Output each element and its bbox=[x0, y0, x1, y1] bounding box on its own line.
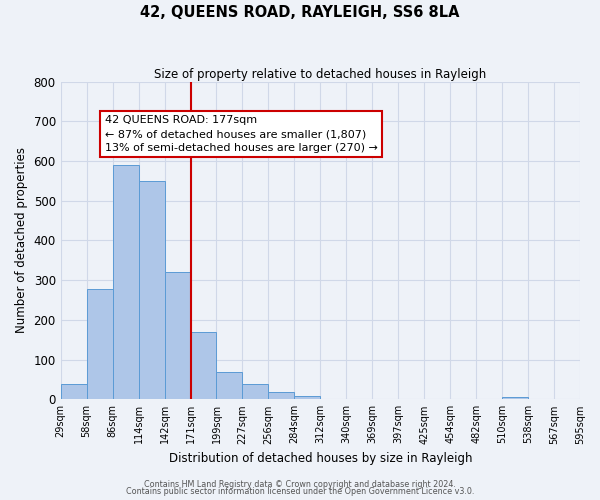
Text: Contains public sector information licensed under the Open Government Licence v3: Contains public sector information licen… bbox=[126, 488, 474, 496]
Y-axis label: Number of detached properties: Number of detached properties bbox=[15, 148, 28, 334]
Bar bbox=[164, 272, 191, 400]
Bar bbox=[242, 384, 268, 400]
Bar bbox=[217, 372, 242, 400]
Text: 42 QUEENS ROAD: 177sqm
← 87% of detached houses are smaller (1,807)
13% of semi-: 42 QUEENS ROAD: 177sqm ← 87% of detached… bbox=[105, 115, 377, 153]
X-axis label: Distribution of detached houses by size in Rayleigh: Distribution of detached houses by size … bbox=[169, 452, 472, 465]
Bar bbox=[139, 181, 164, 400]
Bar bbox=[113, 165, 139, 400]
Bar bbox=[295, 396, 320, 400]
Bar bbox=[61, 384, 86, 400]
Title: Size of property relative to detached houses in Rayleigh: Size of property relative to detached ho… bbox=[154, 68, 487, 80]
Bar bbox=[86, 289, 113, 400]
Bar bbox=[191, 332, 217, 400]
Text: 42, QUEENS ROAD, RAYLEIGH, SS6 8LA: 42, QUEENS ROAD, RAYLEIGH, SS6 8LA bbox=[140, 5, 460, 20]
Bar bbox=[268, 392, 295, 400]
Bar bbox=[502, 398, 528, 400]
Text: Contains HM Land Registry data © Crown copyright and database right 2024.: Contains HM Land Registry data © Crown c… bbox=[144, 480, 456, 489]
